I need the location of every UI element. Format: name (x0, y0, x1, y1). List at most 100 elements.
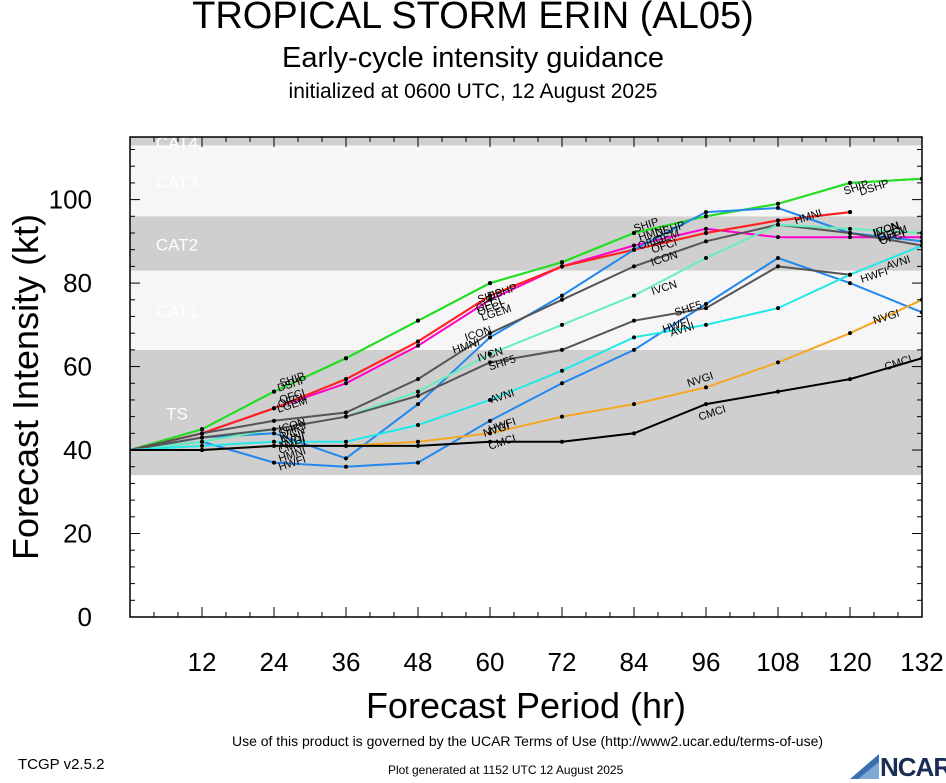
data-point-avni (776, 306, 780, 311)
data-point-hmni (272, 431, 276, 436)
data-point-avni (560, 368, 564, 373)
data-point-cmci (704, 402, 708, 407)
data-point-ivcn (488, 352, 492, 357)
data-point-ofcl (488, 293, 492, 298)
band-cat4 (130, 137, 922, 146)
data-point-ivcn (632, 293, 636, 298)
band-label-ts: TS (166, 404, 188, 423)
data-point-shf5 (488, 360, 492, 365)
data-point-cmci (560, 439, 564, 444)
data-point-ofcl (848, 210, 852, 215)
data-point-ivcn (200, 439, 204, 444)
y-tick-label: 40 (63, 435, 92, 465)
data-point-lgem (344, 381, 348, 386)
ncar-logo-icon (850, 754, 879, 779)
data-point-hmni (560, 293, 564, 298)
series-line-avni (130, 244, 922, 451)
data-point-lgem (704, 226, 708, 231)
data-point-lgem (488, 297, 492, 302)
y-tick-label: 0 (78, 602, 92, 632)
data-point-icon (416, 377, 420, 382)
terms-of-use-text: Use of this product is governed by the U… (231, 733, 824, 749)
data-point-ivcn (704, 256, 708, 261)
data-point-hwfi (344, 464, 348, 469)
intensity-chart: TS CAT1 CAT2 CAT3 CAT4 DSHPSHIPOFCIOFCLLGEMIC… (5, 133, 944, 726)
series-line-dshp (130, 177, 922, 451)
band-label-cat4: CAT4 (156, 133, 198, 152)
data-point-avni (632, 335, 636, 340)
x-tick-label: 84 (620, 647, 649, 677)
data-point-hmni (632, 247, 636, 252)
x-axis-label: Forecast Period (hr) (366, 685, 686, 726)
data-point-avni (704, 322, 708, 327)
category-bands: TS CAT1 CAT2 CAT3 CAT4 (130, 133, 922, 476)
title-block: TROPICAL STORM ERIN (AL05) Early-cycle i… (0, 0, 946, 104)
data-point-nvgi (776, 360, 780, 365)
x-tick-label: 108 (756, 647, 799, 677)
data-point-icon (272, 418, 276, 423)
band-label-cat2: CAT2 (156, 235, 198, 254)
x-tick-label: 120 (828, 647, 871, 677)
data-point-dshp (776, 201, 780, 206)
data-point-icon (632, 264, 636, 269)
x-tick-label: 24 (260, 647, 289, 677)
data-point-hwfi (776, 256, 780, 261)
data-point-shf5 (344, 414, 348, 419)
data-point-lgem (632, 243, 636, 248)
data-point-ofcl (560, 264, 564, 269)
y-tick-label: 20 (63, 519, 92, 549)
y-tick-label: 60 (63, 352, 92, 382)
data-point-cmci (344, 443, 348, 448)
data-point-dshp (416, 318, 420, 323)
y-tick-label: 100 (49, 185, 92, 215)
band-label-cat3: CAT3 (156, 173, 198, 192)
data-point-ivcn (560, 322, 564, 327)
data-point-hmni (704, 210, 708, 215)
data-point-cmci (200, 448, 204, 453)
data-point-dshp (560, 260, 564, 265)
y-tick-label: 80 (63, 268, 92, 298)
x-tick-label: 36 (332, 647, 361, 677)
plot-frame (129, 136, 923, 618)
data-point-ofcl (416, 339, 420, 344)
data-point-avni (416, 423, 420, 427)
data-point-dshp (488, 281, 492, 286)
data-point-ofcl (776, 218, 780, 223)
chart-subtitle: Early-cycle intensity guidance (281, 42, 664, 74)
data-point-nvgi (632, 402, 636, 407)
data-point-nvgi (488, 431, 492, 436)
x-tick-label: 48 (404, 647, 433, 677)
data-point-icon (488, 331, 492, 336)
data-point-cmci (776, 389, 780, 394)
data-point-avni (272, 439, 276, 444)
data-point-hwfi (848, 281, 852, 286)
data-point-hmni (488, 335, 492, 340)
version-label: TCGP v2.5.2 (18, 756, 105, 773)
data-point-hwfi (416, 460, 420, 465)
data-point-nvgi (848, 331, 852, 336)
series-group (130, 176, 922, 469)
x-tick-label: 72 (548, 647, 577, 677)
data-point-ivcn (416, 389, 420, 394)
data-point-dshp (632, 231, 636, 235)
data-point-hwfi (704, 301, 708, 306)
initialization-time: initialized at 0600 UTC, 12 August 2025 (288, 80, 658, 103)
data-point-lgem (848, 235, 852, 240)
data-point-shf5 (200, 435, 204, 440)
data-point-shf5 (416, 393, 420, 398)
data-point-ofcl (344, 377, 348, 382)
data-point-cmci (848, 377, 852, 382)
data-point-nvgi (416, 439, 420, 444)
data-point-cmci (416, 443, 420, 448)
data-point-avni (344, 439, 348, 444)
x-tick-label: 132 (900, 647, 943, 677)
model-labels: DSHPSHIPOFCIOFCLLGEMICONSHF5IVCNAVNINVGI… (276, 178, 914, 474)
data-point-shf5 (272, 427, 276, 432)
data-point-avni (488, 397, 492, 402)
data-point-lgem (416, 343, 420, 348)
data-point-nvgi (704, 385, 708, 390)
data-point-nvgi (560, 414, 564, 419)
x-tick-label: 60 (476, 647, 505, 677)
data-point-avni (848, 272, 852, 277)
data-point-cmci (488, 439, 492, 444)
